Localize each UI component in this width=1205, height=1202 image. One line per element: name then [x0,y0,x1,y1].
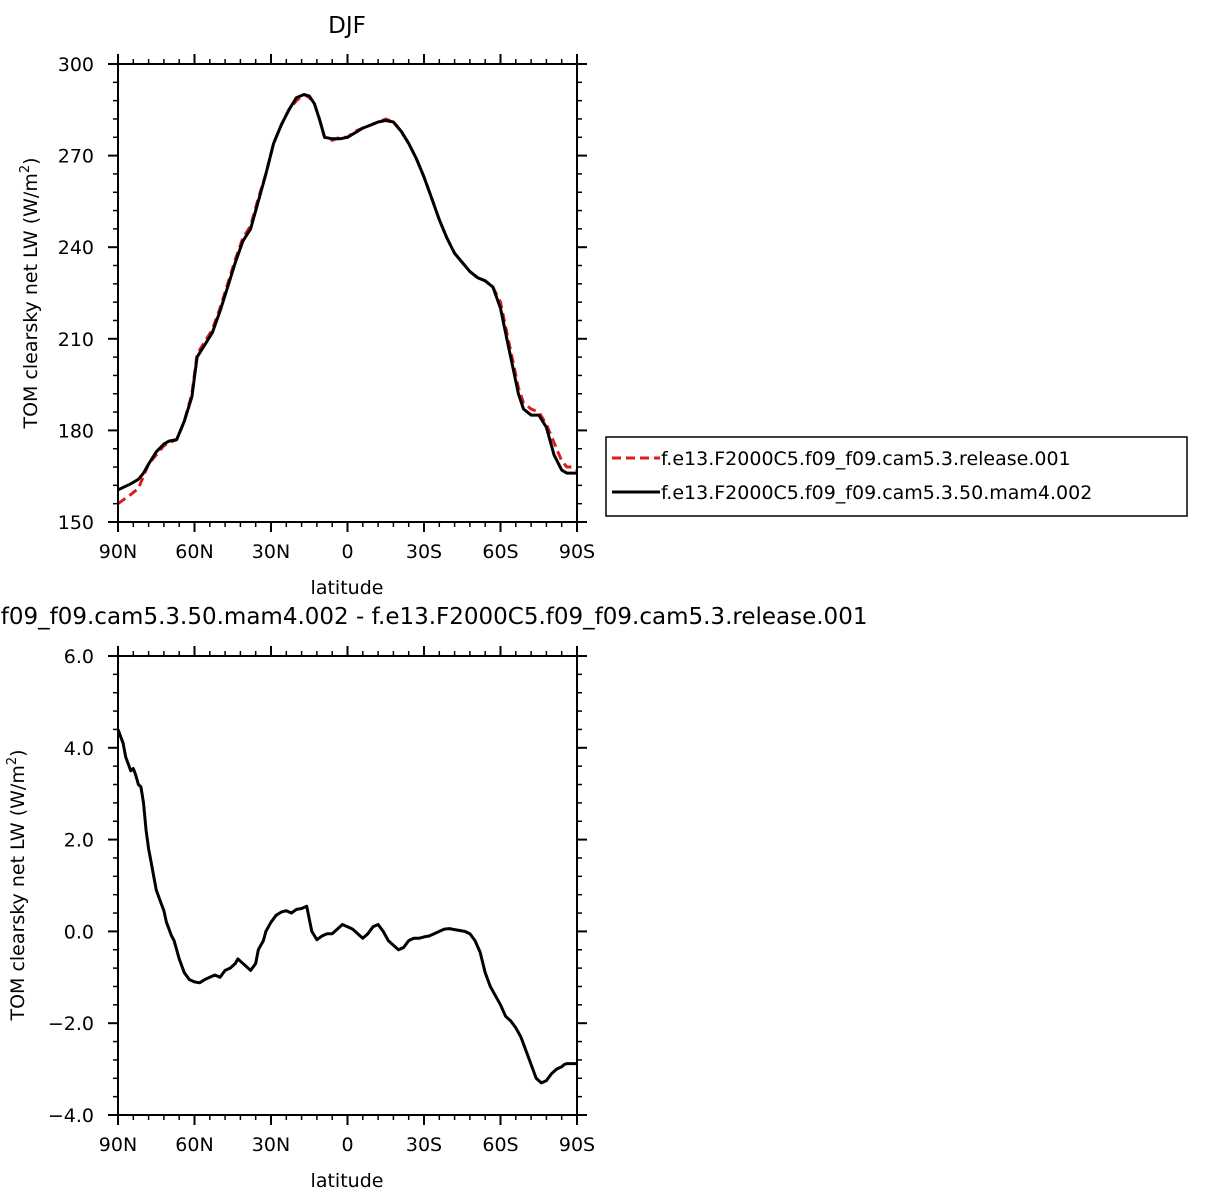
top-chart-y-tick-label: 270 [58,146,94,168]
bottom-chart-x-axis-title: latitude [311,1170,384,1192]
bottom-chart-series-line-0 [118,728,577,1085]
legend-box [605,436,1188,517]
bottom-chart-x-tick-label: 60N [175,1134,213,1156]
top-chart-legend: f.e13.F2000C5.f09_f09.cam5.3.release.001… [605,436,1188,517]
legend-label-release-001: f.e13.F2000C5.f09_f09.cam5.3.release.001 [661,448,1071,470]
top-chart-y-tick-label: 240 [58,237,94,259]
top-chart-x-axis-title: latitude [311,577,384,599]
top-chart-y-tick-label: 300 [58,54,94,76]
top-chart-x-tick-label: 60N [175,541,213,563]
bottom-chart-y-tick-label: −2.0 [48,1013,94,1035]
top-chart-x-tick-label: 30S [406,541,442,563]
top-chart-x-tick-label: 90S [559,541,595,563]
bottom-chart-x-tick-label: 60S [482,1134,518,1156]
top-chart-x-tick-label: 90N [99,541,137,563]
bottom-chart-y-tick-label: 6.0 [64,646,94,668]
top-chart-x-tick-label: 60S [482,541,518,563]
top-chart-x-tick-label: 30N [252,541,290,563]
top-chart-series-line-1 [118,93,577,492]
bottom-chart-x-tick-label: 0 [341,1134,353,1156]
bottom-chart-x-tick-label: 30N [252,1134,290,1156]
bottom-chart-y-axis-title: TOM clearsky net LW (W/m2) [5,749,29,1021]
bottom-chart-y-tick-label: 0.0 [64,921,94,943]
bottom-chart-title: f.e13.F2000C5.f09_f09.cam5.3.50.mam4.002… [0,604,867,630]
bottom-chart-x-tick-label: 90S [559,1134,595,1156]
legend-label-mam4-002: f.e13.F2000C5.f09_f09.cam5.3.50.mam4.002 [661,482,1092,504]
top-chart-y-tick-label: 150 [58,512,94,534]
bottom-chart-y-tick-label: −4.0 [48,1105,94,1127]
top-chart-y-tick-label: 210 [58,329,94,351]
top-chart-title: DJF [328,13,366,39]
bottom-chart-y-tick-label: 4.0 [64,738,94,760]
top-chart-plot-frame [117,63,578,523]
top-chart: DJF 90N 60N 30N 0 30S 60S 90S 150 180 210 240 270 30… [18,13,595,599]
bottom-chart-plot-frame [117,655,578,1116]
top-chart-series-line-0 [118,93,577,505]
top-chart-y-tick-label: 180 [58,420,94,442]
bottom-chart-x-tick-label: 30S [406,1134,442,1156]
bottom-chart: f.e13.F2000C5.f09_f09.cam5.3.50.mam4.002… [0,604,867,1192]
bottom-chart-x-tick-label: 90N [99,1134,137,1156]
top-chart-y-axis-title: TOM clearsky net LW (W/m2) [18,157,42,429]
top-chart-x-tick-label: 0 [341,541,353,563]
bottom-chart-y-tick-label: 2.0 [64,830,94,852]
